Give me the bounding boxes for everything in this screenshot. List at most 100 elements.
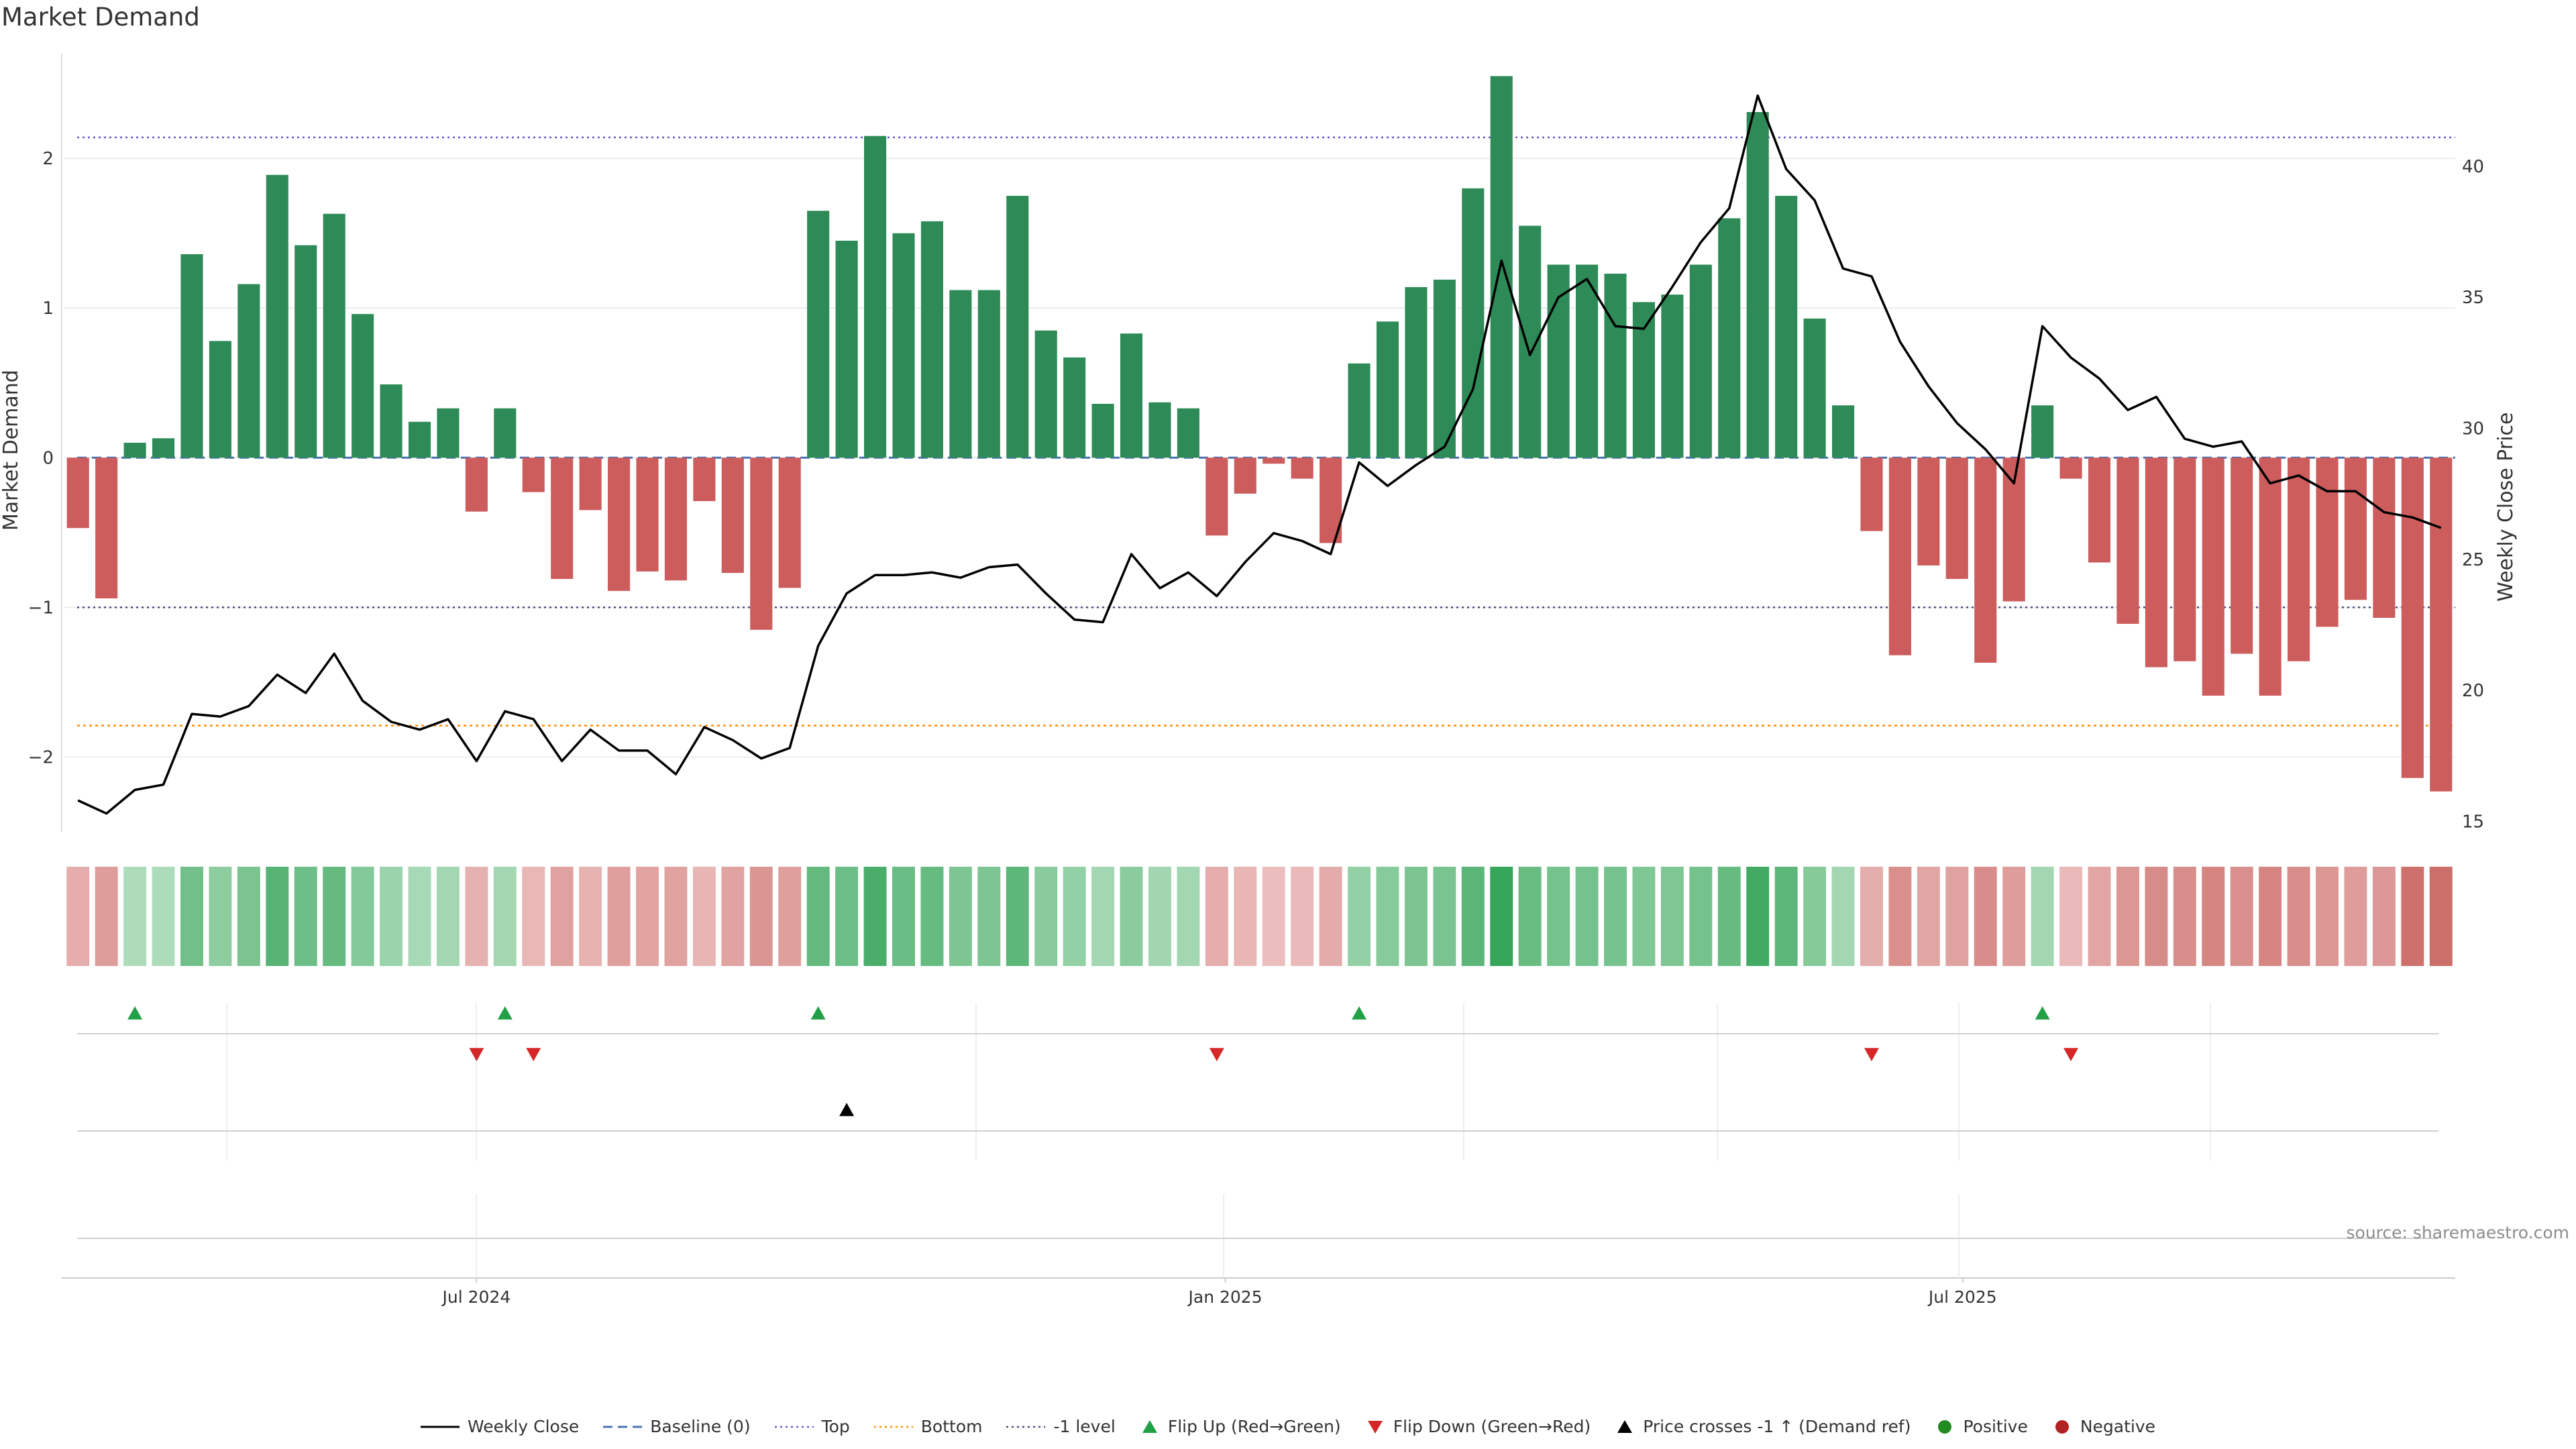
heat-cell	[2145, 867, 2168, 966]
y-axis-title: Market Demand	[0, 370, 23, 531]
heat-cell	[2173, 867, 2196, 966]
legend-label: Negative	[2080, 1417, 2156, 1436]
heat-cell	[1575, 867, 1599, 966]
heat-cell	[1034, 867, 1058, 966]
legend-item: Bottom	[873, 1417, 983, 1436]
flip-up-marker	[1352, 1006, 1367, 1020]
heat-cell	[465, 867, 488, 966]
heat-cell	[294, 867, 317, 966]
heat-cell	[1689, 867, 1713, 966]
demand-bar	[323, 213, 345, 458]
heat-cell	[2344, 867, 2367, 966]
x-tick-label: Jul 2024	[441, 1287, 511, 1307]
legend-item: Top	[774, 1417, 850, 1436]
y2-tick-label: 35	[2462, 288, 2484, 308]
demand-bar	[1746, 112, 1769, 458]
reference-lines	[77, 136, 2455, 727]
demand-bar	[1604, 273, 1627, 458]
chart-title: Market Demand	[1, 3, 200, 32]
weekly-close-line	[77, 94, 2442, 815]
heat-cell	[1234, 867, 1257, 966]
heat-cell	[607, 867, 631, 966]
demand-bar	[1205, 458, 1228, 536]
demand-bar	[1775, 195, 1798, 458]
heat-cell	[949, 867, 972, 966]
heat-cell	[2031, 867, 2054, 966]
demand-bar	[465, 458, 488, 512]
y2-tick-label: 15	[2462, 812, 2484, 832]
heat-cell	[493, 867, 517, 966]
heat-cell	[1291, 867, 1314, 966]
demand-bar	[1718, 218, 1741, 458]
demand-bar	[1831, 405, 1855, 458]
legend-symbol-dash-icon	[603, 1426, 643, 1428]
flip-up-marker	[2035, 1006, 2050, 1020]
flip-up-marker	[810, 1006, 826, 1020]
heat-cell	[1632, 867, 1656, 966]
axes-layer: −2 −1 0 1 2 15 20 25 30 35 40 Market Demand Weekly C…	[0, 54, 2518, 1279]
heat-cell	[579, 867, 602, 966]
demand-bar	[266, 174, 288, 458]
demand-bar	[522, 458, 545, 492]
demand-bar	[494, 408, 517, 458]
legend-label: Top	[821, 1417, 850, 1436]
heat-cell	[2429, 867, 2453, 966]
heat-cell	[806, 867, 830, 966]
demand-bar	[1632, 302, 1655, 458]
legend-item: Negative	[2052, 1417, 2155, 1436]
demand-bar	[1120, 333, 1143, 458]
heat-cell	[2116, 867, 2139, 966]
heat-cell	[66, 867, 90, 966]
legend-label: Price crosses -1 ↑ (Demand ref)	[1643, 1417, 1911, 1436]
demand-bar	[2430, 458, 2453, 792]
demand-bar	[2316, 458, 2339, 627]
heat-cell	[237, 867, 260, 966]
heat-cell	[1205, 867, 1228, 966]
price-line-layer	[77, 94, 2442, 815]
heat-cell	[1006, 867, 1029, 966]
heat-cell	[95, 867, 118, 966]
demand-bar	[778, 458, 801, 588]
heat-cell	[636, 867, 659, 966]
legend-item: Price crosses -1 ↑ (Demand ref)	[1615, 1417, 1911, 1436]
heat-cell	[1974, 867, 1997, 966]
heat-cell	[123, 867, 147, 966]
heat-cell	[1461, 867, 1485, 966]
demand-bar	[2259, 458, 2282, 696]
demand-bar	[1063, 357, 1086, 458]
heat-cell	[152, 867, 175, 966]
demand-bar	[1689, 264, 1712, 458]
heat-cell	[209, 867, 232, 966]
demand-bar	[1462, 188, 1485, 458]
legend-label: Weekly Close	[467, 1417, 580, 1436]
demand-bar	[294, 245, 317, 458]
demand-bar	[2202, 458, 2224, 696]
heat-cell	[2059, 867, 2083, 966]
legend-label: Bottom	[920, 1417, 983, 1436]
heat-cell	[1717, 867, 1741, 966]
y2-tick-label: 20	[2462, 681, 2484, 701]
heat-cell	[1860, 867, 1883, 966]
price-cross-marker	[839, 1103, 855, 1116]
heat-cell	[180, 867, 203, 966]
y-tick-label: 2	[42, 149, 54, 169]
heat-cell	[1774, 867, 1798, 966]
heat-cell	[664, 867, 688, 966]
heat-cell	[1063, 867, 1086, 966]
demand-bar	[1860, 458, 1883, 531]
demand-bar	[1091, 404, 1114, 458]
legend: Weekly Close Baseline (0) Top Bottom -1 leve…	[0, 1417, 2576, 1436]
heat-cell	[2372, 867, 2396, 966]
heat-cell	[1148, 867, 1171, 966]
demand-bar	[636, 458, 659, 572]
demand-bar	[977, 290, 1000, 458]
demand-bar	[1234, 458, 1256, 494]
heat-cell	[1831, 867, 1855, 966]
heat-cell	[2316, 867, 2339, 966]
flip-down-marker	[469, 1048, 484, 1061]
heat-cell	[1803, 867, 1827, 966]
heat-cell	[920, 867, 944, 966]
demand-bars	[66, 76, 2453, 792]
demand-bar	[2059, 458, 2082, 479]
legend-label: Baseline (0)	[650, 1417, 751, 1436]
